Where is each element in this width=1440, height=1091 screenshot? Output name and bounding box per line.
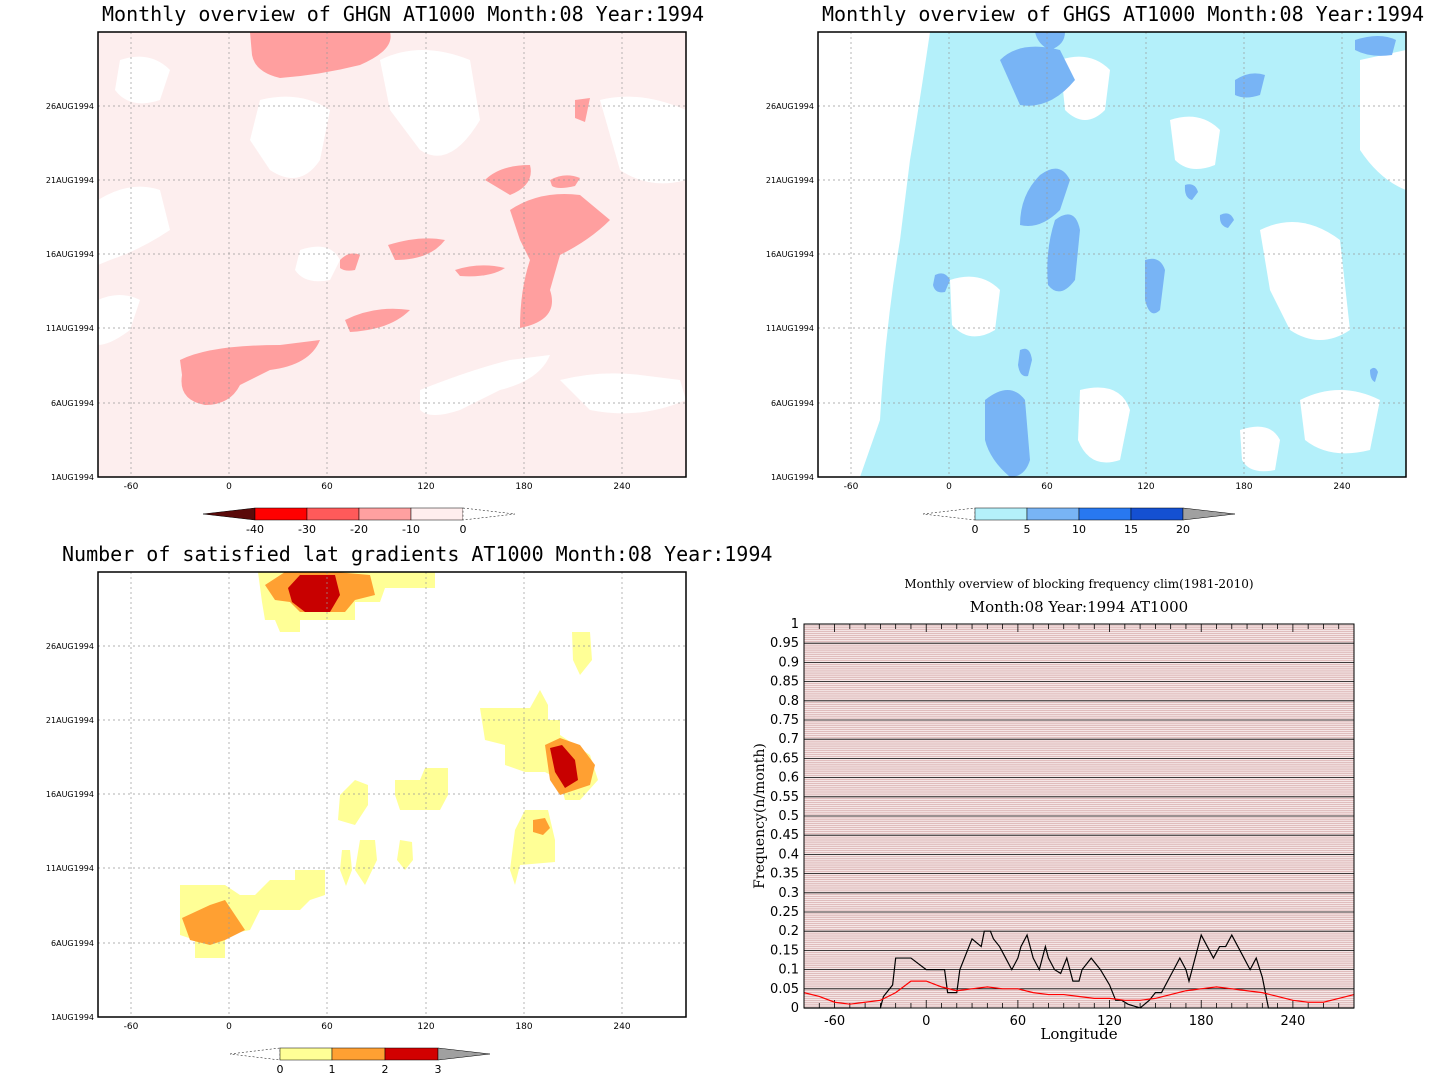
x-axis-label: Longitude [1040,1025,1117,1043]
y-tick-label: 21AUG1994 [46,176,94,185]
blocking-frequency-chart: Monthly overview of blocking frequency c… [752,577,1355,1043]
colorbar-tick-label: 5 [1024,523,1031,536]
colorbar-tick-label: -40 [246,523,264,536]
series-line-1 [803,980,1355,1005]
x-tick-label: 120 [417,482,434,492]
ghgn-chart: -60 0 60 120 180 240 1AUG1994 6AUG1994 11AUG199… [46,31,687,536]
y-tick-label: 1AUG1994 [51,1013,94,1022]
y-tick-label: 0.9 [778,655,799,670]
colorbar-tick-label: 0 [972,523,979,536]
colorbar-tick-label: 3 [435,1063,442,1076]
ghgs-panel: Monthly overview of GHGS AT1000 Month:08… [720,0,1440,545]
x-tick-label: 60 [1041,482,1053,492]
y-tick-label: 11AUG1994 [46,864,94,873]
y-tick-label: 0.5 [778,809,799,824]
y-tick-label: 0.55 [770,790,799,805]
x-tick-label: 0 [946,482,952,492]
y-tick-label: 0.95 [770,636,799,651]
x-tick-label: 240 [613,482,630,492]
chart-title: Monthly overview of GHGS AT1000 Month:08… [822,2,1425,26]
y-tick-label: 0.6 [778,771,799,786]
x-tick-label: 0 [922,1014,930,1029]
colorbar-tick-label: 0 [460,523,467,536]
y-axis-label: Frequency(n/month) [752,743,768,889]
blocking-frequency-panel: Monthly overview of blocking frequency c… [720,545,1440,1091]
x-tick-label: 0 [226,1022,232,1032]
y-tick-label: 1AUG1994 [771,473,814,482]
colorbar-tick-label: 20 [1176,523,1190,536]
ghgs-chart: -60 0 60 120 180 240 1AUG1994 6AUG1994 11AUG199… [766,31,1407,536]
x-tick-label: 60 [321,482,333,492]
x-tick-label: -60 [124,482,139,492]
y-tick-label: 0.7 [778,732,799,747]
y-tick-label: 0.45 [770,828,799,843]
y-tick-label: 16AUG1994 [46,790,94,799]
x-tick-label: 0 [226,482,232,492]
y-tick-label: 26AUG1994 [46,642,94,651]
chart-title: Monthly overview of blocking frequency c… [904,577,1253,591]
y-tick-label: 16AUG1994 [766,250,814,259]
x-tick-label: 180 [1189,1014,1214,1029]
y-tick-label: 0.05 [770,982,799,997]
y-tick-label: 0.1 [778,963,799,978]
y-tick-label: 0.3 [778,886,799,901]
x-tick-label: 60 [321,1022,333,1032]
y-tick-label: 1AUG1994 [51,473,94,482]
y-tick-label: 6AUG1994 [51,939,94,948]
y-tick-label: 0.35 [770,867,799,882]
chart-title: Monthly overview of GHGN AT1000 Month:08… [102,2,705,26]
y-tick-label: 0.15 [770,943,799,958]
y-tick-label: 11AUG1994 [766,324,814,333]
x-tick-label: 240 [613,1022,630,1032]
x-tick-label: -60 [824,1014,845,1029]
x-tick-label: 60 [1010,1014,1027,1029]
colorbar-tick-label: -30 [298,523,316,536]
x-tick-label: -60 [124,1022,139,1032]
x-tick-label: 180 [1235,482,1252,492]
y-tick-label: 21AUG1994 [766,176,814,185]
colorbar-tick-label: 1 [329,1063,336,1076]
y-tick-label: 0.4 [778,847,799,862]
colorbar-tick-label: -20 [350,523,368,536]
x-tick-label: 120 [1097,1014,1122,1029]
x-tick-label: 180 [515,1022,532,1032]
ghgn-panel: Monthly overview of GHGN AT1000 Month:08… [0,0,720,545]
y-tick-label: 0.65 [770,751,799,766]
lat-gradients-chart: -60 0 60 120 180 240 1AUG19946AUG199411AUG199… [46,571,687,1076]
x-tick-label: 120 [1137,482,1154,492]
lat-gradients-panel: Number of satisfied lat gradients AT1000… [0,540,773,1091]
y-tick-label: 6AUG1994 [771,399,814,408]
y-tick-label: 0.2 [778,924,799,939]
y-tick-label: 0.25 [770,905,799,920]
y-tick-label: 6AUG1994 [51,399,94,408]
y-tick-label: 0.8 [778,694,799,709]
colorbar-tick-label: -10 [402,523,420,536]
x-tick-label: 180 [515,482,532,492]
y-tick-label: 16AUG1994 [46,250,94,259]
y-tick-label: 0 [791,1001,799,1016]
y-tick-label: 26AUG1994 [766,102,814,111]
y-tick-label: 1 [791,617,799,632]
colorbar-tick-label: 10 [1072,523,1086,536]
x-tick-label: 120 [417,1022,434,1032]
chart-title: Number of satisfied lat gradients AT1000… [62,542,773,566]
colorbar-tick-label: 0 [277,1063,284,1076]
x-tick-label: 240 [1280,1014,1305,1029]
y-tick-label: 21AUG1994 [46,716,94,725]
y-tick-label: 0.85 [770,675,799,690]
x-tick-label: 240 [1333,482,1350,492]
colorbar-tick-label: 15 [1124,523,1138,536]
y-tick-label: 26AUG1994 [46,102,94,111]
y-tick-label: 0.75 [770,713,799,728]
y-tick-label: 11AUG1994 [46,324,94,333]
x-tick-label: -60 [844,482,859,492]
colorbar-tick-label: 2 [382,1063,389,1076]
chart-subtitle: Month:08 Year:1994 AT1000 [970,598,1188,616]
